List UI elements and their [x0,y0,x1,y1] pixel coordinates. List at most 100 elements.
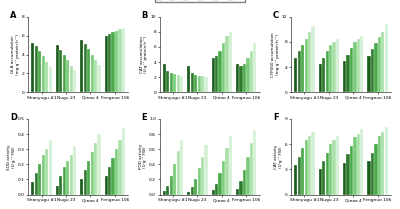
Y-axis label: CAT activity
(U·g⁻¹ FW): CAT activity (U·g⁻¹ FW) [274,145,283,169]
Bar [166,186,169,195]
Bar [90,55,94,92]
Text: C: C [273,11,279,20]
Bar [322,161,325,195]
Bar [63,55,66,92]
Bar [45,149,48,195]
Bar [163,64,166,92]
Bar [294,58,297,92]
Bar [326,51,329,92]
Text: E: E [142,113,147,122]
Bar [222,161,225,195]
Bar [66,161,69,195]
Bar [204,145,208,195]
Bar [187,66,190,92]
Bar [350,146,353,195]
Y-axis label: POD activity
(U·g⁻¹ FW): POD activity (U·g⁻¹ FW) [138,144,147,169]
Bar [343,61,346,92]
Bar [368,161,371,195]
Bar [215,184,218,195]
Bar [298,157,301,195]
Bar [187,192,190,195]
Bar [304,140,308,195]
Bar [332,42,336,92]
Bar [42,155,45,195]
Bar [226,148,228,195]
Bar [215,56,218,92]
Bar [45,62,48,92]
Bar [80,40,83,92]
Bar [80,180,83,195]
Bar [329,144,332,195]
Bar [118,29,122,92]
Bar [368,56,371,92]
Bar [346,55,350,92]
Bar [301,148,304,195]
Bar [104,36,108,92]
Legend: 0, 1x, 2x, 4x, 8x, 16x: 0, 1x, 2x, 4x, 8x, 16x [155,0,245,2]
Bar [201,76,204,92]
Text: D: D [10,113,17,122]
Bar [336,39,339,92]
Bar [122,28,125,92]
Bar [38,164,41,195]
Bar [322,58,325,92]
Bar [176,151,180,195]
Bar [312,132,315,195]
Bar [63,167,66,195]
Y-axis label: SOD activity
(U·g⁻¹ FW): SOD activity (U·g⁻¹ FW) [7,144,16,169]
Bar [332,140,336,195]
Y-axis label: CYP450 accumulation
(mg·g⁻¹ protein·h⁻¹): CYP450 accumulation (mg·g⁻¹ protein·h⁻¹) [271,32,280,77]
Bar [236,64,239,92]
Bar [94,143,97,195]
Bar [350,48,353,92]
Bar [250,143,253,195]
Y-axis label: CAT accumulation
(U·g⁻¹ protein·h⁻¹): CAT accumulation (U·g⁻¹ protein·h⁻¹) [140,36,148,73]
Bar [374,43,378,92]
Bar [229,32,232,92]
Bar [312,26,315,92]
Bar [166,71,169,92]
Bar [343,163,346,195]
Bar [87,161,90,195]
Bar [194,75,197,92]
Bar [294,165,297,195]
Bar [115,31,118,92]
Bar [98,134,101,195]
Bar [378,136,381,195]
Bar [84,170,87,195]
Bar [329,45,332,92]
Bar [353,138,356,195]
Bar [180,76,183,92]
Bar [229,136,232,195]
Bar [226,36,228,92]
Bar [87,49,90,92]
Bar [90,152,94,195]
Bar [112,32,115,92]
Bar [374,144,378,195]
Bar [360,129,364,195]
Bar [308,136,311,195]
Bar [118,140,122,195]
Bar [70,66,73,92]
Bar [360,36,364,92]
Bar [112,158,115,195]
Bar [357,134,360,195]
Bar [180,140,183,195]
Bar [318,169,322,195]
Bar [246,58,250,92]
Bar [108,167,111,195]
Bar [59,50,62,92]
Bar [48,67,52,92]
Text: A: A [10,11,16,20]
Bar [70,155,73,195]
Bar [170,73,173,92]
Bar [218,51,222,92]
Bar [42,56,45,92]
Bar [48,140,52,195]
Bar [73,146,76,195]
Bar [253,130,256,195]
Bar [122,128,125,195]
Bar [73,70,76,92]
Bar [253,43,256,92]
Bar [115,149,118,195]
